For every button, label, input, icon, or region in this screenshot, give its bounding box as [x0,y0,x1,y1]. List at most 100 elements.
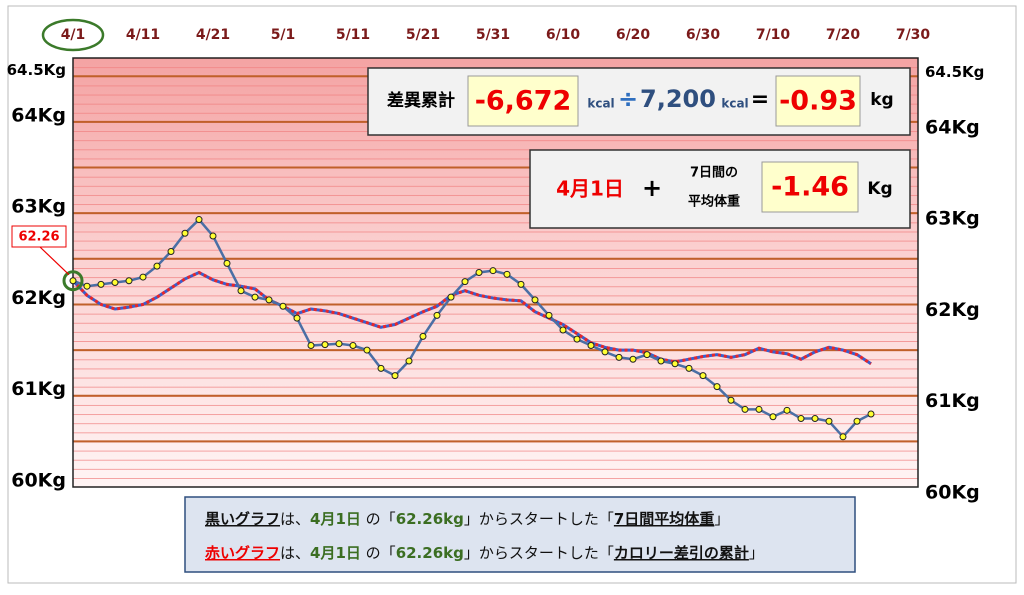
note-part: 4月1日 [310,544,361,562]
x-tick-label: 5/21 [406,27,440,43]
point [545,311,553,319]
y-tick-label: 60Kg [925,482,980,504]
x-tick-label: 4/1 [61,27,86,43]
point [111,279,119,287]
point [559,326,567,334]
point [391,372,399,380]
point [83,282,91,290]
y-tick-label: 64.5Kg [925,63,984,81]
unit: kg [870,90,893,110]
point [531,296,539,304]
x-tick-label: 6/20 [616,27,651,43]
point [853,417,861,425]
y-tick-label: 64Kg [11,104,66,126]
point [405,357,413,365]
point [657,357,665,365]
note-part: の「 [361,510,396,528]
point [699,372,707,380]
unit: Kg [867,179,892,199]
divide: ÷ [618,85,638,113]
note-part: 4月1日 [310,510,361,528]
point [615,353,623,361]
result: -0.93 [779,86,857,117]
point [307,342,315,350]
equals: = [751,87,769,112]
point [867,410,875,418]
caption: 平均体重 [688,194,740,210]
x-tick-label: 6/30 [686,27,721,43]
note-part: 」からスタートした「 [464,544,614,562]
point [811,415,819,423]
point [629,355,637,363]
callout-box [11,225,67,248]
point [783,406,791,414]
point [167,248,175,256]
value-box [467,75,579,127]
y-tick-label: 61Kg [925,390,980,412]
y-tick-label: 64Kg [925,116,980,138]
point [713,383,721,391]
note-line: 黒いグラフは、4月1日 の「62.26kg」からスタートした「7日間平均体重」 [205,510,729,528]
unit: kcal [587,97,614,111]
point [97,280,105,288]
notes-box [184,496,856,573]
point [321,341,329,349]
highlight-circle [41,18,105,52]
series-line [71,270,872,366]
note-part: は、 [280,510,310,528]
value-box [761,161,859,213]
point [685,364,693,372]
point [293,314,301,322]
point [573,335,581,343]
y-tick-label: 62Kg [925,299,980,321]
series-line [72,217,872,439]
unit: kcal [721,97,748,111]
start-marker [62,270,84,292]
note-part: 」 [714,510,729,528]
note-part: 赤いグラフ [205,544,280,562]
point [741,405,749,413]
x-tick-label: 4/21 [196,27,230,43]
note-part: カロリー差引の累計 [614,544,749,562]
x-tick-label: 6/10 [546,27,581,43]
point [349,342,357,350]
note-part: 7日間平均体重 [614,510,714,528]
x-tick-label: 5/1 [271,27,296,43]
point [181,229,189,237]
caption: 7日間の [690,166,738,181]
point [447,293,455,301]
result: -1.46 [771,172,849,203]
y-tick-label: 61Kg [11,378,66,400]
x-tick-label: 7/30 [896,27,931,43]
point [727,396,735,404]
y-tick-label: 60Kg [11,470,66,492]
y-tick-label: 64.5Kg [7,61,66,79]
note-part: 黒いグラフ [205,510,280,528]
point [209,232,217,240]
note-part: 62.26kg [396,544,464,562]
kcal-total: -6,672 [475,86,572,117]
point [601,348,609,356]
point [517,280,525,288]
date: 4月1日 [556,177,624,201]
x-tick-label: 7/10 [756,27,791,43]
y-tick-label: 63Kg [925,208,980,230]
kcal-per-kg: 7,200 [640,85,716,113]
value-box [775,75,861,127]
note-part: 62.26kg [396,510,464,528]
point [503,270,511,278]
point [797,415,805,423]
note-part: は、 [280,544,310,562]
point [461,278,469,286]
point [587,342,595,350]
point [377,364,385,372]
point [433,311,441,319]
point [279,302,287,310]
plus: + [642,174,662,202]
note-part: 」からスタートした「 [464,510,614,528]
start-label: 62.26 [18,230,59,245]
note-line: 赤いグラフは、4月1日 の「62.26kg」からスタートした「カロリー差引の累計… [205,544,764,562]
point [251,293,259,301]
y-tick-label: 62Kg [11,287,66,309]
